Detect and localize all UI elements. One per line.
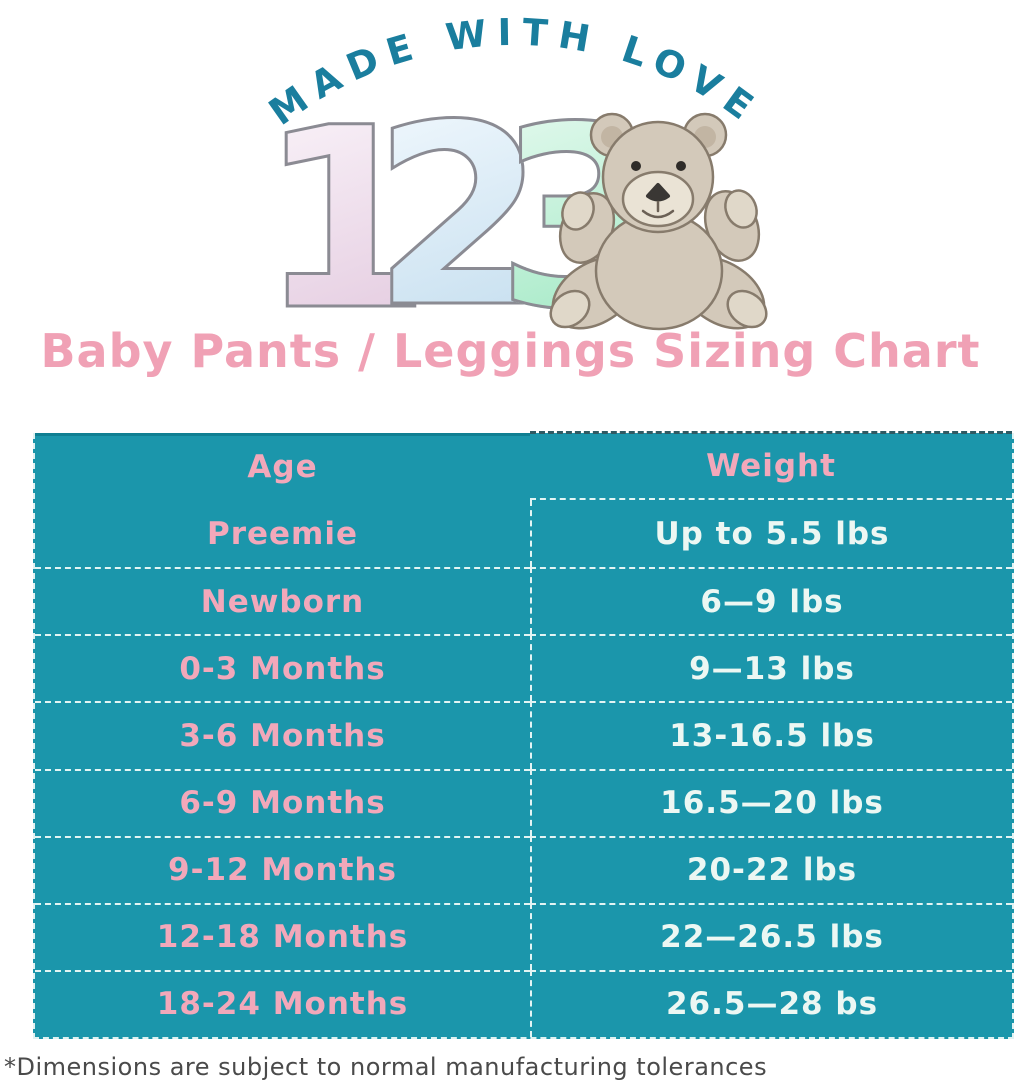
teddy-bear-icon [549,112,768,331]
page-title: Baby Pants / Leggings Sizing Chart [40,324,981,378]
bear-mouth [641,200,675,219]
weight-cell-12-18-months: 22—26.5 lbs [530,902,1012,970]
age-cell-preemie: Preemie [206,515,358,552]
age-cell-3-6-months: 3-6 Months [35,701,530,768]
table-top-edge-dashed [530,431,1012,434]
weight-cell-0-3-months: 9—13 lbs [530,634,1012,702]
footnote: *Dimensions are subject to normal manufa… [4,1053,768,1081]
digit-two: 2 [371,71,548,362]
weight-cell-3-6-months: 13-16.5 lbs [530,701,1012,769]
age-cell-9-12-months: 9-12 Months [35,835,530,903]
age-cell-0-3-months: 0-3 Months [35,634,530,701]
bear-eye-right [676,161,686,171]
column-header-weight: Weight [530,433,1012,501]
digit-one: 1 [257,74,434,365]
age-cell-newborn: Newborn [35,567,530,634]
column-header-age: Age [247,448,318,485]
bear-eye-left [631,161,641,171]
weight-cell-18-24-months: 26.5—28 bs [530,969,1012,1037]
weight-cell-preemie: Up to 5.5 lbs [530,500,1012,568]
weight-cell-6-9-months: 16.5—20 lbs [530,768,1012,836]
arc-headline: MADE WITH LOVE [261,11,759,134]
weight-cell-9-12-months: 20-22 lbs [530,835,1012,903]
age-cell-6-9-months: 6-9 Months [35,768,530,836]
age-cell-12-18-months: 12-18 Months [35,902,530,970]
sizing-table: Age Weight Preemie Up to 5.5 lbs Newborn… [33,431,1014,1039]
weight-cell-newborn: 6—9 lbs [530,567,1012,635]
table-top-edge-solid [35,433,530,436]
bear-nose [646,183,670,202]
age-cell-18-24-months: 18-24 Months [35,969,530,1037]
